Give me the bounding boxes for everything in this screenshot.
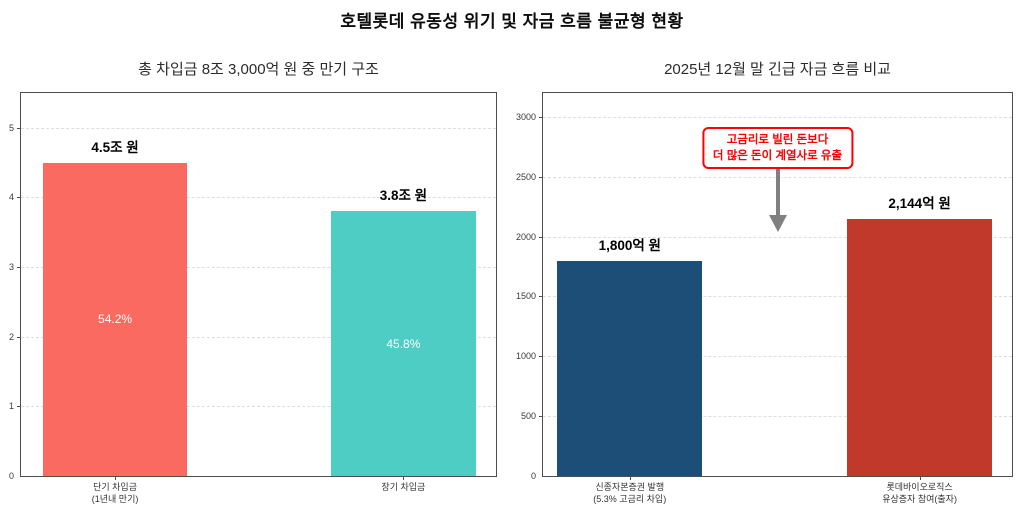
y-tick-mark <box>17 336 21 338</box>
x-tick-mark <box>629 476 631 480</box>
x-tick-label: 장기 차입금 <box>381 482 426 492</box>
x-tick-mark <box>115 476 117 480</box>
y-tick-mark <box>17 197 21 199</box>
y-tick-label: 0 <box>8 471 14 481</box>
bar-value-label: 2,144억 원 <box>888 196 951 212</box>
x-tick-label: 롯데바이오로직스 유상증자 참여(출자) <box>882 482 957 505</box>
y-tick-label: 3000 <box>515 111 536 122</box>
chart-maturity-structure: 총 차입금 8조 3,000억 원 중 만기 구조 0 1 2 3 4 5 4.5조 원 54… <box>9 61 497 504</box>
gridline <box>543 236 1012 238</box>
y-tick-mark <box>539 356 543 358</box>
y-tick-label: 3 <box>8 262 14 273</box>
x-tick-label: 신종자본증권 발행 (5.3% 고금리 차입) <box>593 482 667 505</box>
gridline <box>543 116 1012 118</box>
x-tick-mark <box>919 476 921 480</box>
figure-title: 호텔롯데 유동성 위기 및 자금 흐름 불균형 현황 <box>340 12 684 31</box>
y-tick-label: 4 <box>8 192 14 203</box>
y-tick-label: 1000 <box>515 351 536 362</box>
bar <box>331 211 476 476</box>
annotation-box: 고금리로 빌린 돈보다 더 많은 돈이 계열사로 유출 <box>701 127 854 170</box>
y-tick-mark <box>17 267 21 269</box>
bar-value-label: 4.5조 원 <box>91 139 139 155</box>
plot-area: 0 1 2 3 4 5 4.5조 원 54.2% 단기 차입금 (1년내 만기) 3.8조 원 45.… <box>9 92 497 504</box>
y-tick-mark <box>539 176 543 178</box>
y-tick-label: 2000 <box>515 231 536 242</box>
bar <box>42 162 188 476</box>
y-tick-label: 2500 <box>515 171 536 182</box>
gridline <box>543 416 1012 418</box>
y-tick-mark <box>539 116 543 118</box>
chart-title: 총 차입금 8조 3,000억 원 중 만기 구조 <box>138 61 379 78</box>
gridline <box>21 406 496 408</box>
gridline <box>21 127 496 129</box>
y-tick-label: 2 <box>8 331 14 342</box>
bar-value-label: 1,800억 원 <box>598 237 661 253</box>
y-tick-mark <box>539 416 543 418</box>
gridline <box>543 296 1012 298</box>
y-tick-label: 0 <box>530 471 536 481</box>
x-tick-label: 단기 차입금 (1년내 만기) <box>91 482 139 505</box>
y-tick-mark <box>17 406 21 408</box>
y-tick-mark <box>539 236 543 238</box>
chart-title: 2025년 12월 말 긴급 자금 흐름 비교 <box>664 61 891 78</box>
gridline <box>21 267 496 269</box>
down-arrow-icon <box>767 157 789 238</box>
chart-fund-flow-comparison: 2025년 12월 말 긴급 자금 흐름 비교 0 500 1000 1500 2000… <box>516 61 1013 504</box>
gridline <box>543 356 1012 358</box>
gridline <box>21 336 496 338</box>
bar <box>557 260 703 476</box>
bar-value-label: 3.8조 원 <box>379 188 428 204</box>
y-tick-label: 500 <box>520 411 536 422</box>
bar-inner-label: 54.2% <box>98 312 133 327</box>
bar <box>846 219 993 476</box>
y-tick-label: 1 <box>8 401 14 412</box>
y-tick-label: 5 <box>8 122 14 133</box>
gridline <box>21 197 496 199</box>
y-tick-label: 1500 <box>515 291 536 302</box>
bar-inner-label: 45.8% <box>386 336 421 351</box>
y-tick-mark <box>17 127 21 129</box>
y-tick-mark <box>539 296 543 298</box>
x-tick-mark <box>403 476 405 480</box>
